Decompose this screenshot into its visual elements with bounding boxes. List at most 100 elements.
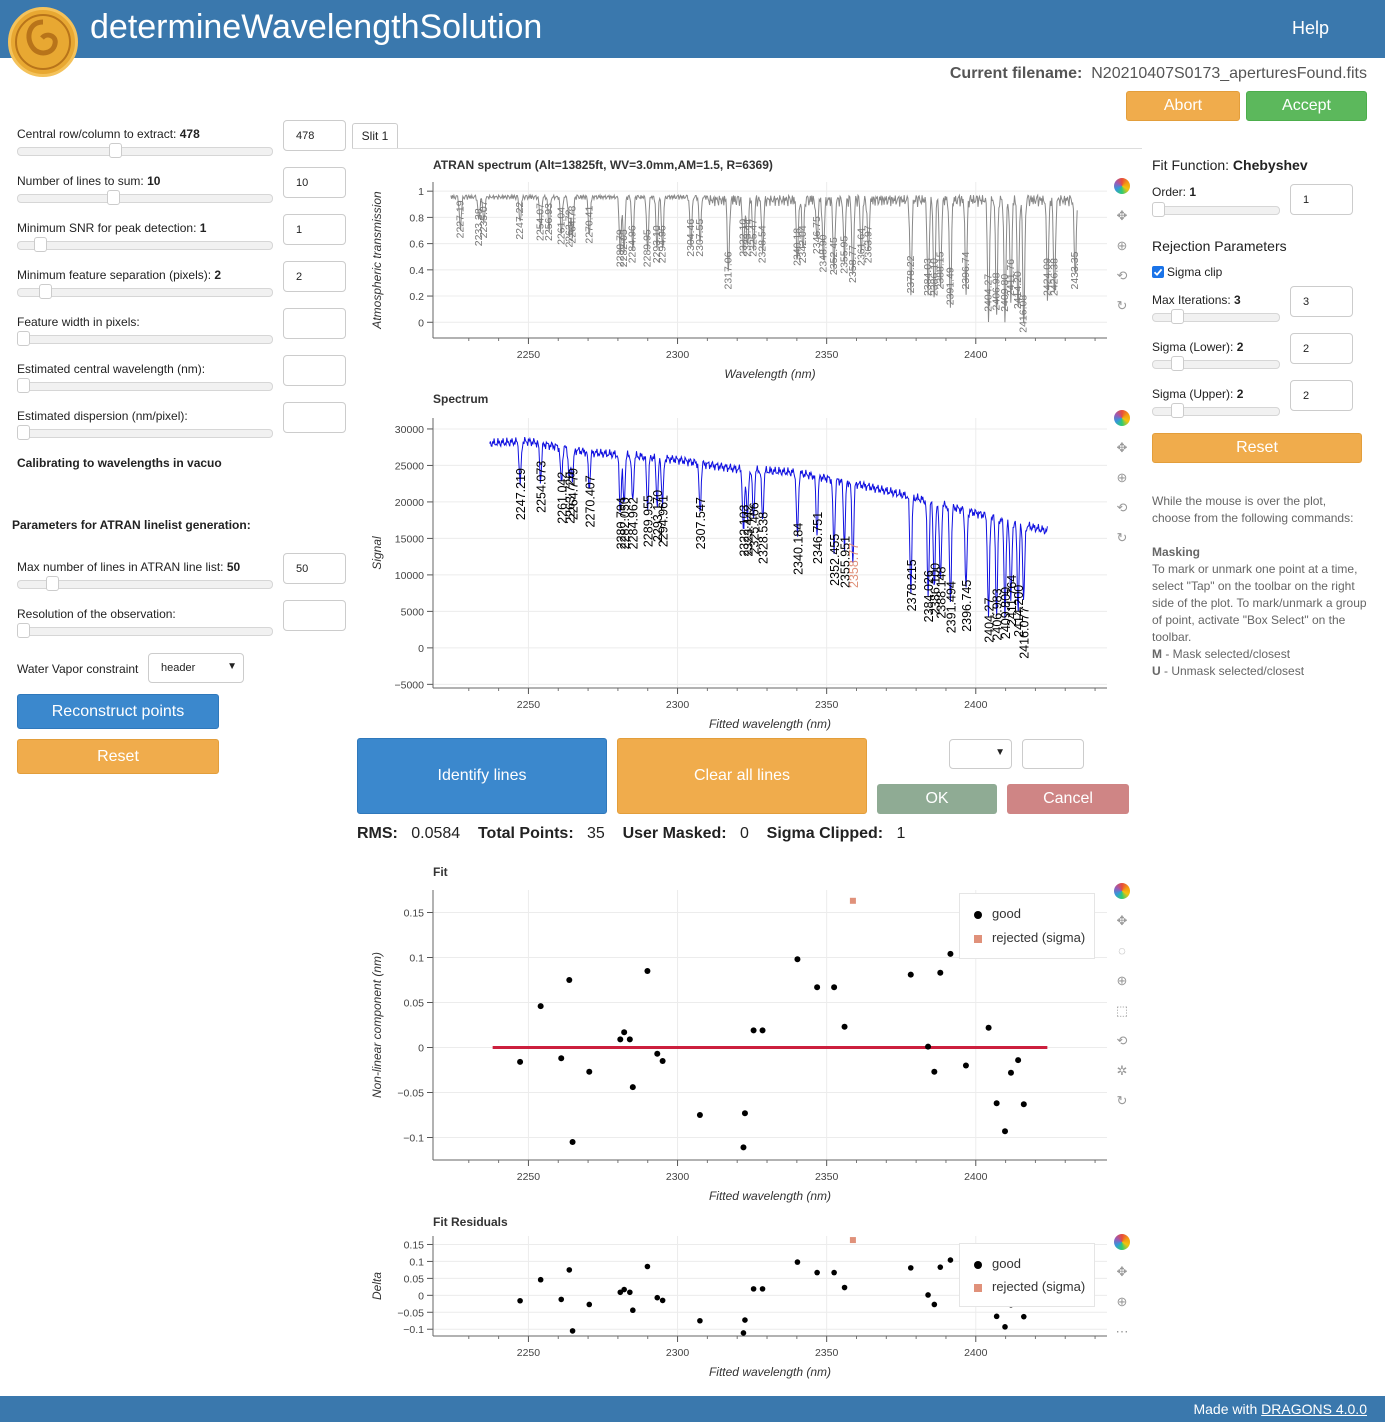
identified-line-label[interactable]: 2404.27 <box>983 598 997 643</box>
identified-line-label[interactable]: 2325.466 <box>747 502 761 554</box>
reset-icon[interactable]: ↻ <box>1116 298 1128 313</box>
param-input[interactable] <box>283 402 346 433</box>
identified-line-label[interactable]: 2289.955 <box>642 495 656 547</box>
slider-handle[interactable] <box>1171 309 1184 324</box>
atran-plot[interactable]: ATRAN spectrum (Alt=13825ft, WV=3.0mm,AM… <box>355 152 1137 382</box>
param-slider[interactable] <box>1152 356 1280 371</box>
good-point[interactable] <box>558 1055 565 1062</box>
order-slider-handle[interactable] <box>1152 202 1165 217</box>
good-point[interactable] <box>831 1269 837 1276</box>
param-slider[interactable] <box>17 425 273 440</box>
order-slider[interactable] <box>1152 202 1280 217</box>
good-point[interactable] <box>947 1257 954 1263</box>
good-point[interactable] <box>759 1027 766 1034</box>
fit-chart-svg[interactable]: 2250 2300 2350 2400−0.1−0.0500.050.10.15Fit… <box>355 860 1137 1205</box>
zoom-icon[interactable]: ⊕ <box>1116 238 1128 253</box>
zoom-icon[interactable]: ⊕ <box>1116 1294 1128 1309</box>
good-point[interactable] <box>741 1110 748 1117</box>
slider-handle[interactable] <box>109 143 122 158</box>
good-point[interactable] <box>937 969 944 976</box>
ok-button[interactable]: OK <box>877 784 997 814</box>
order-input[interactable]: 1 <box>1290 184 1353 215</box>
param-slider[interactable] <box>17 143 273 158</box>
param-input[interactable]: 3 <box>1290 286 1353 317</box>
good-point[interactable] <box>962 1062 969 1069</box>
param-slider[interactable] <box>17 576 273 591</box>
dragons-link[interactable]: DRAGONS 4.0.0 <box>1261 1401 1367 1417</box>
good-point[interactable] <box>814 984 821 991</box>
good-point[interactable] <box>537 1003 544 1010</box>
good-point[interactable] <box>947 950 954 957</box>
param-slider[interactable] <box>1152 309 1280 324</box>
good-point[interactable] <box>566 1267 573 1273</box>
good-point[interactable] <box>841 1023 848 1030</box>
bokeh-logo-icon[interactable] <box>1114 883 1130 899</box>
good-point[interactable] <box>985 1024 992 1031</box>
good-point[interactable] <box>644 1263 651 1270</box>
good-point[interactable] <box>617 1036 624 1043</box>
identified-line-label[interactable]: 2270.407 <box>583 475 597 527</box>
pan-icon[interactable]: ✥ <box>1116 913 1128 928</box>
good-point[interactable] <box>1020 1313 1027 1320</box>
identified-line-label[interactable]: 2247.219 <box>514 468 528 520</box>
good-point[interactable] <box>993 1100 1000 1107</box>
param-input[interactable]: 478 <box>283 120 346 151</box>
good-point[interactable] <box>517 1058 524 1065</box>
identified-line-label[interactable]: 2409.800 <box>999 587 1013 639</box>
identified-line-label[interactable]: 2416.077 <box>1018 607 1032 659</box>
identified-line-label[interactable]: 2378.215 <box>905 559 919 611</box>
clear-all-lines-button[interactable]: Clear all lines <box>617 738 867 814</box>
identified-line-label[interactable]: 2263.720 <box>563 472 577 524</box>
slider-handle[interactable] <box>17 623 30 638</box>
pan-icon[interactable]: ✥ <box>1116 440 1128 455</box>
param-input[interactable] <box>283 600 346 631</box>
good-point[interactable] <box>794 956 801 963</box>
identified-line-label[interactable]: 2328.538 <box>757 512 771 564</box>
good-point[interactable] <box>517 1297 523 1304</box>
identified-line-label[interactable]: 2284.962 <box>627 497 641 549</box>
slider-handle[interactable] <box>17 378 30 393</box>
identified-line-label[interactable]: 2322.103 <box>737 504 751 556</box>
slider-handle[interactable] <box>46 576 59 591</box>
param-input[interactable]: 2 <box>283 261 346 292</box>
param-input[interactable]: 1 <box>283 214 346 245</box>
identified-line-label[interactable]: 2261.042 <box>555 472 569 524</box>
param-input[interactable] <box>283 355 346 386</box>
reset-icon[interactable]: ↻ <box>1116 1093 1128 1108</box>
undo-icon[interactable]: ⟲ <box>1116 500 1128 515</box>
identified-line-label[interactable]: 2294.961 <box>657 495 671 547</box>
rejected-line-label[interactable]: 2358.77 <box>847 543 861 588</box>
good-point[interactable] <box>907 971 914 978</box>
good-point[interactable] <box>925 1043 932 1050</box>
identified-line-label[interactable]: 2414.200 <box>1012 585 1026 637</box>
good-point[interactable] <box>659 1058 666 1064</box>
accept-button[interactable]: Accept <box>1246 91 1367 121</box>
box-select-icon[interactable]: ⬚ <box>1115 1003 1129 1018</box>
rejected-point[interactable] <box>849 897 856 904</box>
good-point[interactable] <box>558 1296 565 1303</box>
zoom-icon[interactable]: ⊕ <box>1116 470 1128 485</box>
good-point[interactable] <box>621 1286 627 1293</box>
good-point[interactable] <box>627 1289 633 1296</box>
sigma-clip-checkbox[interactable] <box>1152 266 1164 278</box>
good-point[interactable] <box>937 1264 944 1270</box>
param-slider[interactable] <box>1152 403 1280 418</box>
slider-handle[interactable] <box>1171 356 1184 371</box>
good-point[interactable] <box>907 1265 914 1271</box>
param-input[interactable]: 2 <box>1290 333 1353 364</box>
identified-line-label[interactable]: 2264.779 <box>567 468 581 520</box>
param-slider[interactable] <box>17 237 273 252</box>
atran-chart-svg[interactable]: 2250 2300 2350 2400 0 0.2 0.4 0.6 0.8 1 Wavelength… <box>355 152 1137 382</box>
good-point[interactable] <box>931 1301 938 1308</box>
identified-line-label[interactable]: 2254.073 <box>535 461 549 513</box>
residuals-chart-svg[interactable]: 2250 2300 2350 2400 −0.1 −0.05 0 0.05 0.1 0.15 Fit… <box>355 1210 1137 1382</box>
param-input[interactable]: 2 <box>1290 380 1353 411</box>
param-slider[interactable] <box>17 284 273 299</box>
slider-handle[interactable] <box>17 331 30 346</box>
param-input[interactable] <box>283 308 346 339</box>
reconstruct-points-button[interactable]: Reconstruct points <box>17 694 219 729</box>
good-point[interactable] <box>696 1112 703 1118</box>
good-point[interactable] <box>621 1029 628 1036</box>
good-point[interactable] <box>831 984 838 991</box>
good-point[interactable] <box>586 1068 593 1075</box>
